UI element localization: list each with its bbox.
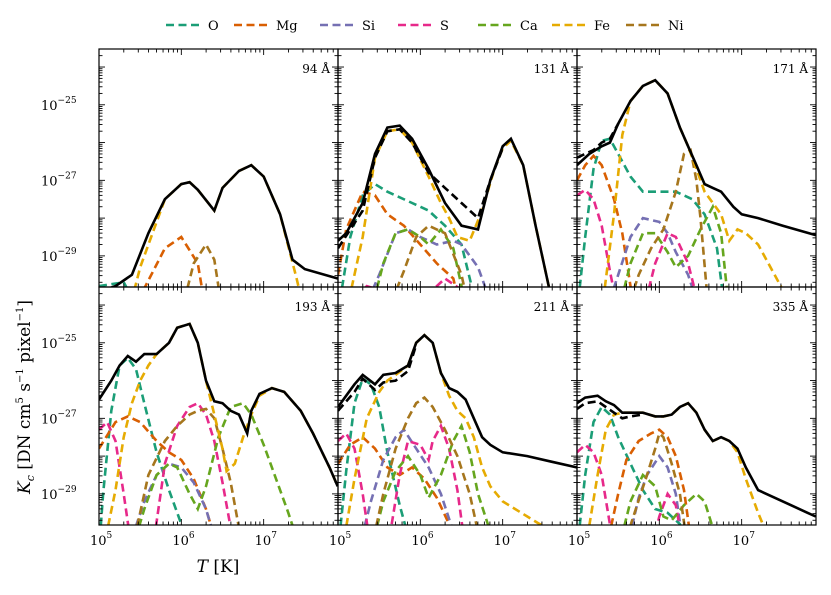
series-o [578,404,682,525]
legend-label-si: Si [362,19,375,34]
series-total [577,394,816,518]
panel-211A: 211 Å 105 106 107 [329,286,578,549]
panel-frame [576,286,817,526]
series-ni [629,430,686,525]
series-o [340,182,474,287]
panel-label: 94 Å [302,61,330,76]
plot-area [338,333,577,525]
x-axis-label: T [K] [197,557,240,577]
series-ca [623,203,728,287]
series-total-dashed [338,344,418,412]
legend-label-fe: Fe [594,19,610,34]
panel-193A: 193 Å 10−29 10−27 10−25 105 106 107 [41,286,339,549]
series-si [372,227,487,287]
legend: O Mg Si S Ca Fe Ni [166,19,684,34]
y-tick-label: 10−27 [41,409,77,427]
series-ca [623,472,714,525]
series-fe [350,127,551,287]
x-tick-label: 107 [733,531,756,549]
plot-area [338,124,551,287]
series-total [108,163,338,287]
x-tick-label: 106 [411,531,434,549]
panel-131A: 131 Å [337,48,578,288]
series-mg [143,235,204,287]
x-tick-label: 105 [90,531,113,549]
legend-label-ca: Ca [520,19,538,34]
series-ca [375,227,464,287]
series-mg [577,153,632,287]
series-mg [610,428,691,525]
y-tick-label: 10−25 [41,334,77,352]
series-ni [136,407,240,525]
series-total [338,333,577,469]
panel-label: 211 Å [534,299,570,314]
series-si [363,427,453,525]
series-s [124,305,157,313]
series-total [338,124,551,287]
series-o [99,355,183,525]
series-ni [186,241,220,287]
plot-area [99,322,338,525]
series-total [99,322,338,487]
series-mg [338,435,451,525]
legend-label-s: S [440,19,449,34]
y-tick-label: 10−29 [41,247,77,265]
series-s [338,422,464,525]
plot-area [577,394,816,525]
series-ca [132,294,173,313]
legend-label-mg: Mg [276,19,298,34]
panel-frame [98,286,339,526]
panel-label: 131 Å [534,61,570,76]
x-tick-label: 107 [494,531,517,549]
panel-335A: 335 Å 105 106 107 [568,286,817,549]
panel-label: 335 Å [773,299,809,314]
series-s [99,401,232,525]
y-tick-label: 10−29 [41,485,77,503]
y-axis-label: Kc [DN cm5 s−1 pixel−1] [15,300,37,495]
series-ni [396,224,466,287]
x-tick-label: 105 [568,531,591,549]
y-tick-label: 10−27 [41,171,77,189]
series-ni [633,148,708,287]
y-tick-label: 10−25 [41,96,77,114]
x-tick-label: 106 [172,531,195,549]
panel-171A: 171 Å [576,48,817,288]
x-tick-label: 107 [255,531,278,549]
panel-label: 193 Å [295,299,331,314]
panel-94A: 94 Å 10−29 10−27 10−25 [41,48,339,313]
plot-area [99,163,338,313]
series-si [612,216,694,287]
series-total-dashed [577,399,644,420]
series-si [160,284,168,287]
plot-area [577,78,816,287]
series-s [577,188,696,287]
series-ni [375,395,478,525]
series-s [577,443,681,525]
series-ca [375,422,490,525]
series-total [577,78,816,237]
x-tick-label: 105 [329,531,352,549]
panel-label: 171 Å [773,61,809,76]
series-mg [338,190,457,287]
x-tick-label: 106 [650,531,673,549]
legend-label-ni: Ni [668,19,684,34]
series-ca [138,401,294,525]
legend-label-o: O [208,19,219,34]
panel-frame [98,48,339,288]
